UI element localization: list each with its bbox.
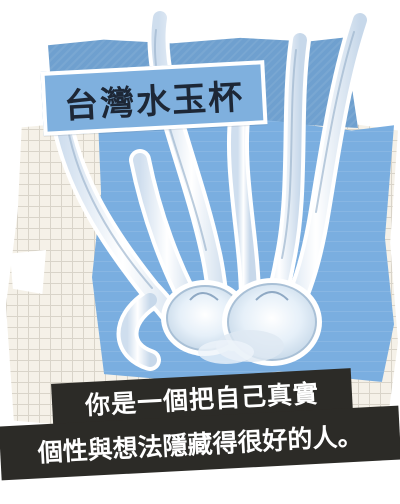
title-label: 台灣水玉杯 [40,60,268,136]
glass-bulbs [161,278,322,366]
page-title: 台灣水玉杯 [63,76,246,127]
paper-scrap [10,250,46,294]
caption-line-2: 個性與想法隱藏得很好的人。 [37,421,364,468]
